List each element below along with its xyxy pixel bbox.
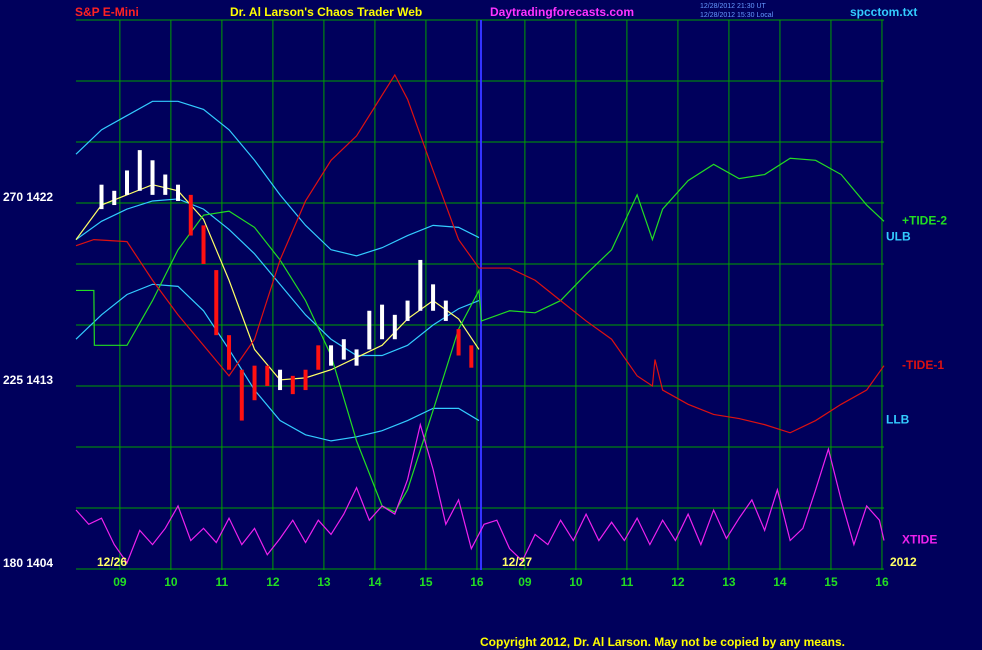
site-url: Daytradingforecasts.com [490, 5, 634, 19]
price-bar [278, 369, 283, 391]
series-label: XTIDE [902, 533, 937, 547]
price-bar [303, 369, 308, 391]
price-bar [316, 345, 321, 370]
series-line [75, 198, 480, 357]
price-bar [418, 259, 423, 311]
price-bar [367, 310, 372, 350]
x-tick-label: 14 [773, 575, 787, 589]
price-bar [201, 225, 206, 264]
x-tick-label: 11 [216, 575, 229, 589]
y-tick-label: 270 1422 [3, 190, 53, 204]
series-line [75, 100, 480, 257]
x-tick-label: 16 [470, 575, 484, 589]
x-tick-label: 12 [266, 575, 280, 589]
price-bar [354, 349, 359, 366]
x-tick-label: 14 [368, 575, 382, 589]
x-tick-label: 09 [113, 575, 127, 589]
price-bar [405, 300, 410, 321]
date-label: 12/26 [97, 555, 127, 569]
x-tick-label: 11 [621, 575, 634, 589]
x-tick-label: 10 [164, 575, 178, 589]
site-title: Dr. Al Larson's Chaos Trader Web [230, 5, 422, 19]
date-label: 12/27 [502, 555, 532, 569]
price-bar [380, 304, 385, 340]
price-bar [150, 160, 155, 195]
series-label: ULB [886, 230, 911, 244]
x-tick-label: 12 [671, 575, 685, 589]
price-bar [125, 170, 130, 195]
series-line [75, 422, 885, 565]
x-tick-label: 13 [722, 575, 736, 589]
price-bar [456, 329, 461, 356]
timestamp-ut: 12/28/2012 21:30 UT [700, 3, 766, 10]
date-label: 2012 [890, 555, 917, 569]
price-bar [239, 369, 244, 421]
series-label: +TIDE-2 [902, 213, 947, 227]
price-bar [265, 365, 270, 386]
symbol: S&P E-Mini [75, 5, 139, 19]
x-tick-label: 10 [569, 575, 583, 589]
series-line [76, 157, 885, 513]
file-name: spcctom.txt [850, 5, 917, 19]
price-bar [392, 314, 397, 340]
x-tick-label: 09 [518, 575, 532, 589]
price-bar [176, 184, 181, 201]
price-bar [112, 190, 117, 206]
price-bar [227, 335, 232, 370]
copyright: Copyright 2012, Dr. Al Larson. May not b… [480, 635, 845, 649]
price-bar [329, 345, 334, 366]
price-bar [137, 150, 142, 191]
series-line [75, 283, 480, 442]
price-bar [214, 270, 219, 336]
price-bar [469, 345, 474, 368]
price-bar [252, 365, 257, 401]
price-bar [290, 375, 295, 395]
series-label: LLB [886, 413, 910, 427]
price-bar [99, 184, 104, 210]
x-tick-label: 15 [419, 575, 433, 589]
marks [75, 73, 885, 565]
timestamp-local: 12/28/2012 15:30 Local [700, 12, 774, 19]
price-bar [163, 174, 168, 195]
y-tick-label: 225 1413 [3, 373, 53, 387]
price-bar [188, 194, 193, 236]
x-tick-label: 16 [875, 575, 889, 589]
price-bar [341, 339, 346, 360]
x-tick-label: 15 [824, 575, 838, 589]
price-bar [431, 284, 436, 311]
series-line [75, 73, 885, 434]
y-tick-label: 180 1404 [3, 556, 53, 570]
x-tick-label: 13 [317, 575, 331, 589]
price-bar [443, 300, 448, 321]
series-label: -TIDE-1 [902, 358, 944, 372]
